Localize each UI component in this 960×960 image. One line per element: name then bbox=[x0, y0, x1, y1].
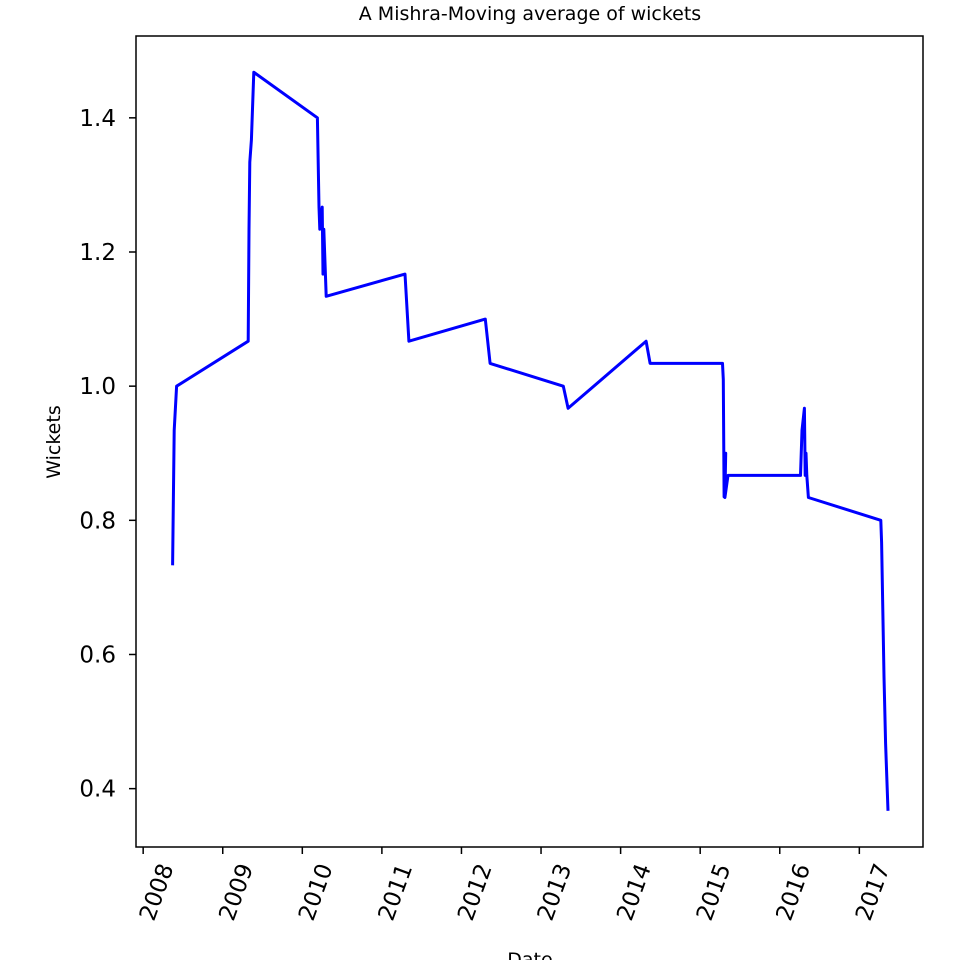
chart-title: A Mishra-Moving average of wickets bbox=[359, 3, 701, 25]
x-tick-label: 2010 bbox=[294, 860, 338, 924]
x-tick-label: 2017 bbox=[851, 860, 895, 924]
series-line bbox=[171, 70, 890, 811]
x-axis-label: Date bbox=[507, 949, 552, 960]
x-tick-label: 2013 bbox=[533, 860, 577, 924]
y-tick-label: 1.0 bbox=[79, 374, 116, 400]
x-tick-label: 2008 bbox=[135, 860, 179, 924]
y-tick-label: 0.6 bbox=[79, 642, 116, 668]
y-tick-label: 0.8 bbox=[79, 508, 116, 534]
x-tick-label: 2016 bbox=[772, 860, 816, 924]
y-axis-label: Wickets bbox=[43, 405, 65, 478]
x-tick-label: 2014 bbox=[612, 860, 656, 924]
plot-frame bbox=[135, 35, 924, 848]
x-tick-label: 2012 bbox=[453, 860, 497, 924]
y-tick-label: 1.4 bbox=[79, 106, 116, 132]
x-tick-label: 2009 bbox=[215, 860, 259, 924]
x-tick-label: 2011 bbox=[374, 860, 418, 924]
x-tick-label: 2015 bbox=[692, 860, 736, 924]
y-tick-label: 0.4 bbox=[79, 777, 116, 803]
y-tick-label: 1.2 bbox=[79, 240, 116, 266]
